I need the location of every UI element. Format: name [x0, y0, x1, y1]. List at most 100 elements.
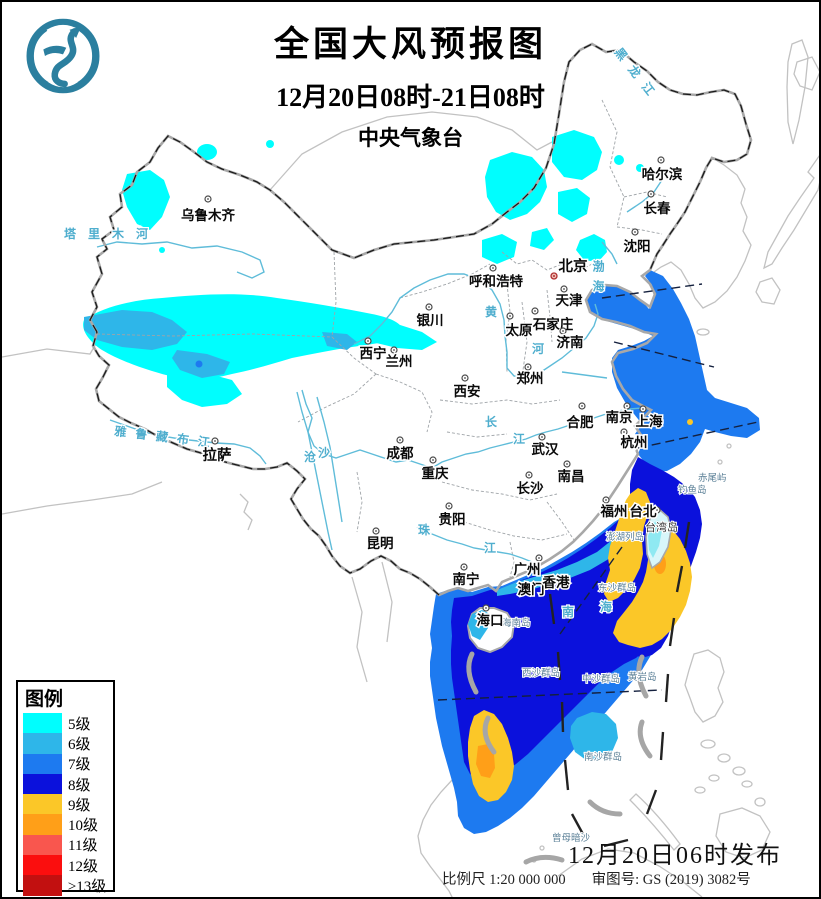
svg-text:昆明: 昆明 — [367, 536, 394, 551]
svg-text:上海: 上海 — [636, 413, 664, 429]
svg-text:杭州: 杭州 — [621, 434, 648, 450]
river-label-sha: 沙 — [318, 446, 330, 460]
river-label-jiang: 江 — [513, 431, 525, 446]
legend-swatch-6 — [23, 733, 62, 754]
hainan-island — [466, 607, 516, 654]
river-label-he: 河 — [531, 341, 544, 356]
svg-text:澳门: 澳门 — [518, 581, 545, 597]
sea-label-bohai: 渤海 — [591, 259, 605, 300]
river-label-zhu: 珠 — [418, 522, 431, 537]
city-macau: 澳门 — [516, 580, 546, 599]
river-label-huang: 黄 — [485, 304, 497, 319]
island-label-taiwan: 台湾岛 — [645, 520, 678, 534]
legend-row: 12级 — [23, 855, 113, 876]
svg-text:西宁: 西宁 — [360, 345, 387, 361]
river-label-yarlung: 雅鲁藏布江 — [113, 423, 220, 451]
city-layer: 乌鲁木齐 哈尔滨 长春 沈阳 北京 天津 呼和浩特 银川 太原 石家庄 济南 西… — [180, 156, 684, 630]
cma-logo-icon — [26, 18, 100, 94]
legend-swatch-5 — [23, 713, 62, 734]
river-label-cang: 沧 — [304, 449, 316, 464]
city-lhasa: 拉萨 — [201, 437, 233, 466]
island-label-penghu: 澎湖列岛 — [606, 531, 644, 543]
city-taiyuan: 太原 — [504, 312, 535, 340]
svg-text:沈阳: 沈阳 — [624, 238, 651, 254]
province-boundaries — [96, 99, 668, 578]
wind-spot-level7 — [195, 360, 203, 368]
legend-label-12: 12级 — [68, 858, 99, 875]
legend-swatch-10 — [23, 814, 62, 835]
city-jinan: 济南 — [555, 327, 585, 352]
svg-text:天津: 天津 — [556, 292, 584, 308]
svg-text:福州: 福州 — [600, 503, 628, 519]
svg-text:香港: 香港 — [542, 574, 571, 590]
legend-swatch-7 — [23, 753, 62, 774]
legend-row: 7级 — [23, 753, 113, 774]
sea-label-nan: 南 — [562, 604, 574, 619]
svg-text:广州: 广州 — [514, 561, 541, 577]
legend: 图例 5级 6级 7级 8级 9级 10级 11级 12级 ≥13级 — [16, 680, 115, 896]
city-zhengzhou: 郑州 — [515, 363, 545, 388]
svg-text:台北: 台北 — [630, 503, 658, 519]
city-tianjin: 天津 — [554, 285, 585, 310]
wind-area-level5 — [83, 130, 644, 407]
city-hefei: 合肥 — [565, 402, 596, 432]
legend-row: 8级 — [23, 773, 113, 795]
wind-stream-arrows — [466, 651, 653, 865]
svg-text:石家庄: 石家庄 — [532, 316, 574, 332]
river-label-tarim: 塔里木河 — [64, 226, 160, 241]
city-chongqing: 重庆 — [420, 456, 450, 483]
legend-label-11: 11级 — [68, 838, 98, 855]
svg-text:长春: 长春 — [644, 200, 672, 216]
svg-text:北京: 北京 — [559, 257, 588, 275]
legend-swatch-9 — [23, 794, 62, 815]
legend-title: 图例 — [25, 689, 64, 710]
legend-row: ≥13级 — [23, 875, 113, 896]
island-label-diaoyu: 钓鱼岛 — [678, 484, 707, 496]
city-wuhan: 武汉 — [530, 433, 561, 459]
legend-label-6: 6级 — [68, 736, 91, 753]
city-lanzhou: 兰州 — [384, 346, 414, 371]
map-scale: 比例尺 1:20 000 000 — [442, 872, 566, 888]
legend-row: 5级 — [23, 713, 113, 734]
legend-row: 11级 — [23, 834, 113, 856]
sea-zone-dividers — [437, 283, 759, 701]
legend-label-10: 10级 — [68, 818, 99, 835]
city-xian: 西安 — [452, 374, 482, 401]
legend-row: 6级 — [23, 733, 113, 754]
rivers — [96, 179, 663, 563]
svg-text:银川: 银川 — [417, 312, 444, 328]
island-label-huangyan: 黄岩岛 — [628, 671, 657, 683]
svg-text:南昌: 南昌 — [558, 468, 585, 484]
city-nanning: 南宁 — [451, 563, 481, 589]
city-hongkong: 香港 — [540, 573, 572, 592]
legend-row: 10级 — [23, 814, 113, 835]
foreign-boundaries — [2, 39, 819, 897]
city-nanchang: 南昌 — [556, 460, 586, 486]
legend-label-9: 9级 — [68, 797, 91, 814]
city-guiyang: 贵阳 — [437, 502, 467, 529]
city-changsha: 长沙 — [515, 471, 546, 498]
nine-dash-line — [548, 521, 691, 848]
city-changchun: 长春 — [642, 190, 673, 218]
island-label-zengmu: 曾母暗沙 — [552, 832, 591, 844]
city-urumqi: 乌鲁木齐 — [180, 195, 237, 225]
svg-text:合肥: 合肥 — [567, 414, 595, 430]
river-label-zhujiang-jiang: 江 — [484, 540, 496, 555]
svg-text:南京: 南京 — [606, 409, 633, 425]
city-hangzhou: 杭州 — [619, 428, 649, 452]
wind-area-level10 — [476, 554, 666, 778]
city-haikou: 海口 — [475, 604, 505, 630]
legend-label-13: ≥13级 — [68, 879, 107, 896]
river-label-heilongjiang: 黑龙江 — [612, 45, 664, 106]
review-number: 审图号: GS (2019) 3082号 — [591, 872, 751, 888]
island-label-xisha: 西沙群岛 — [522, 667, 560, 679]
legend-label-5: 5级 — [68, 716, 91, 733]
svg-text:西安: 西安 — [454, 383, 481, 399]
svg-text:太原: 太原 — [506, 322, 534, 338]
svg-text:拉萨: 拉萨 — [203, 446, 232, 464]
svg-text:长沙: 长沙 — [517, 480, 545, 496]
river-label-chang: 长 — [485, 414, 498, 429]
map-meta: 比例尺 1:20 000 000 审图号: GS (2019) 3082号 — [442, 868, 819, 889]
legend-swatch-11 — [23, 834, 62, 856]
